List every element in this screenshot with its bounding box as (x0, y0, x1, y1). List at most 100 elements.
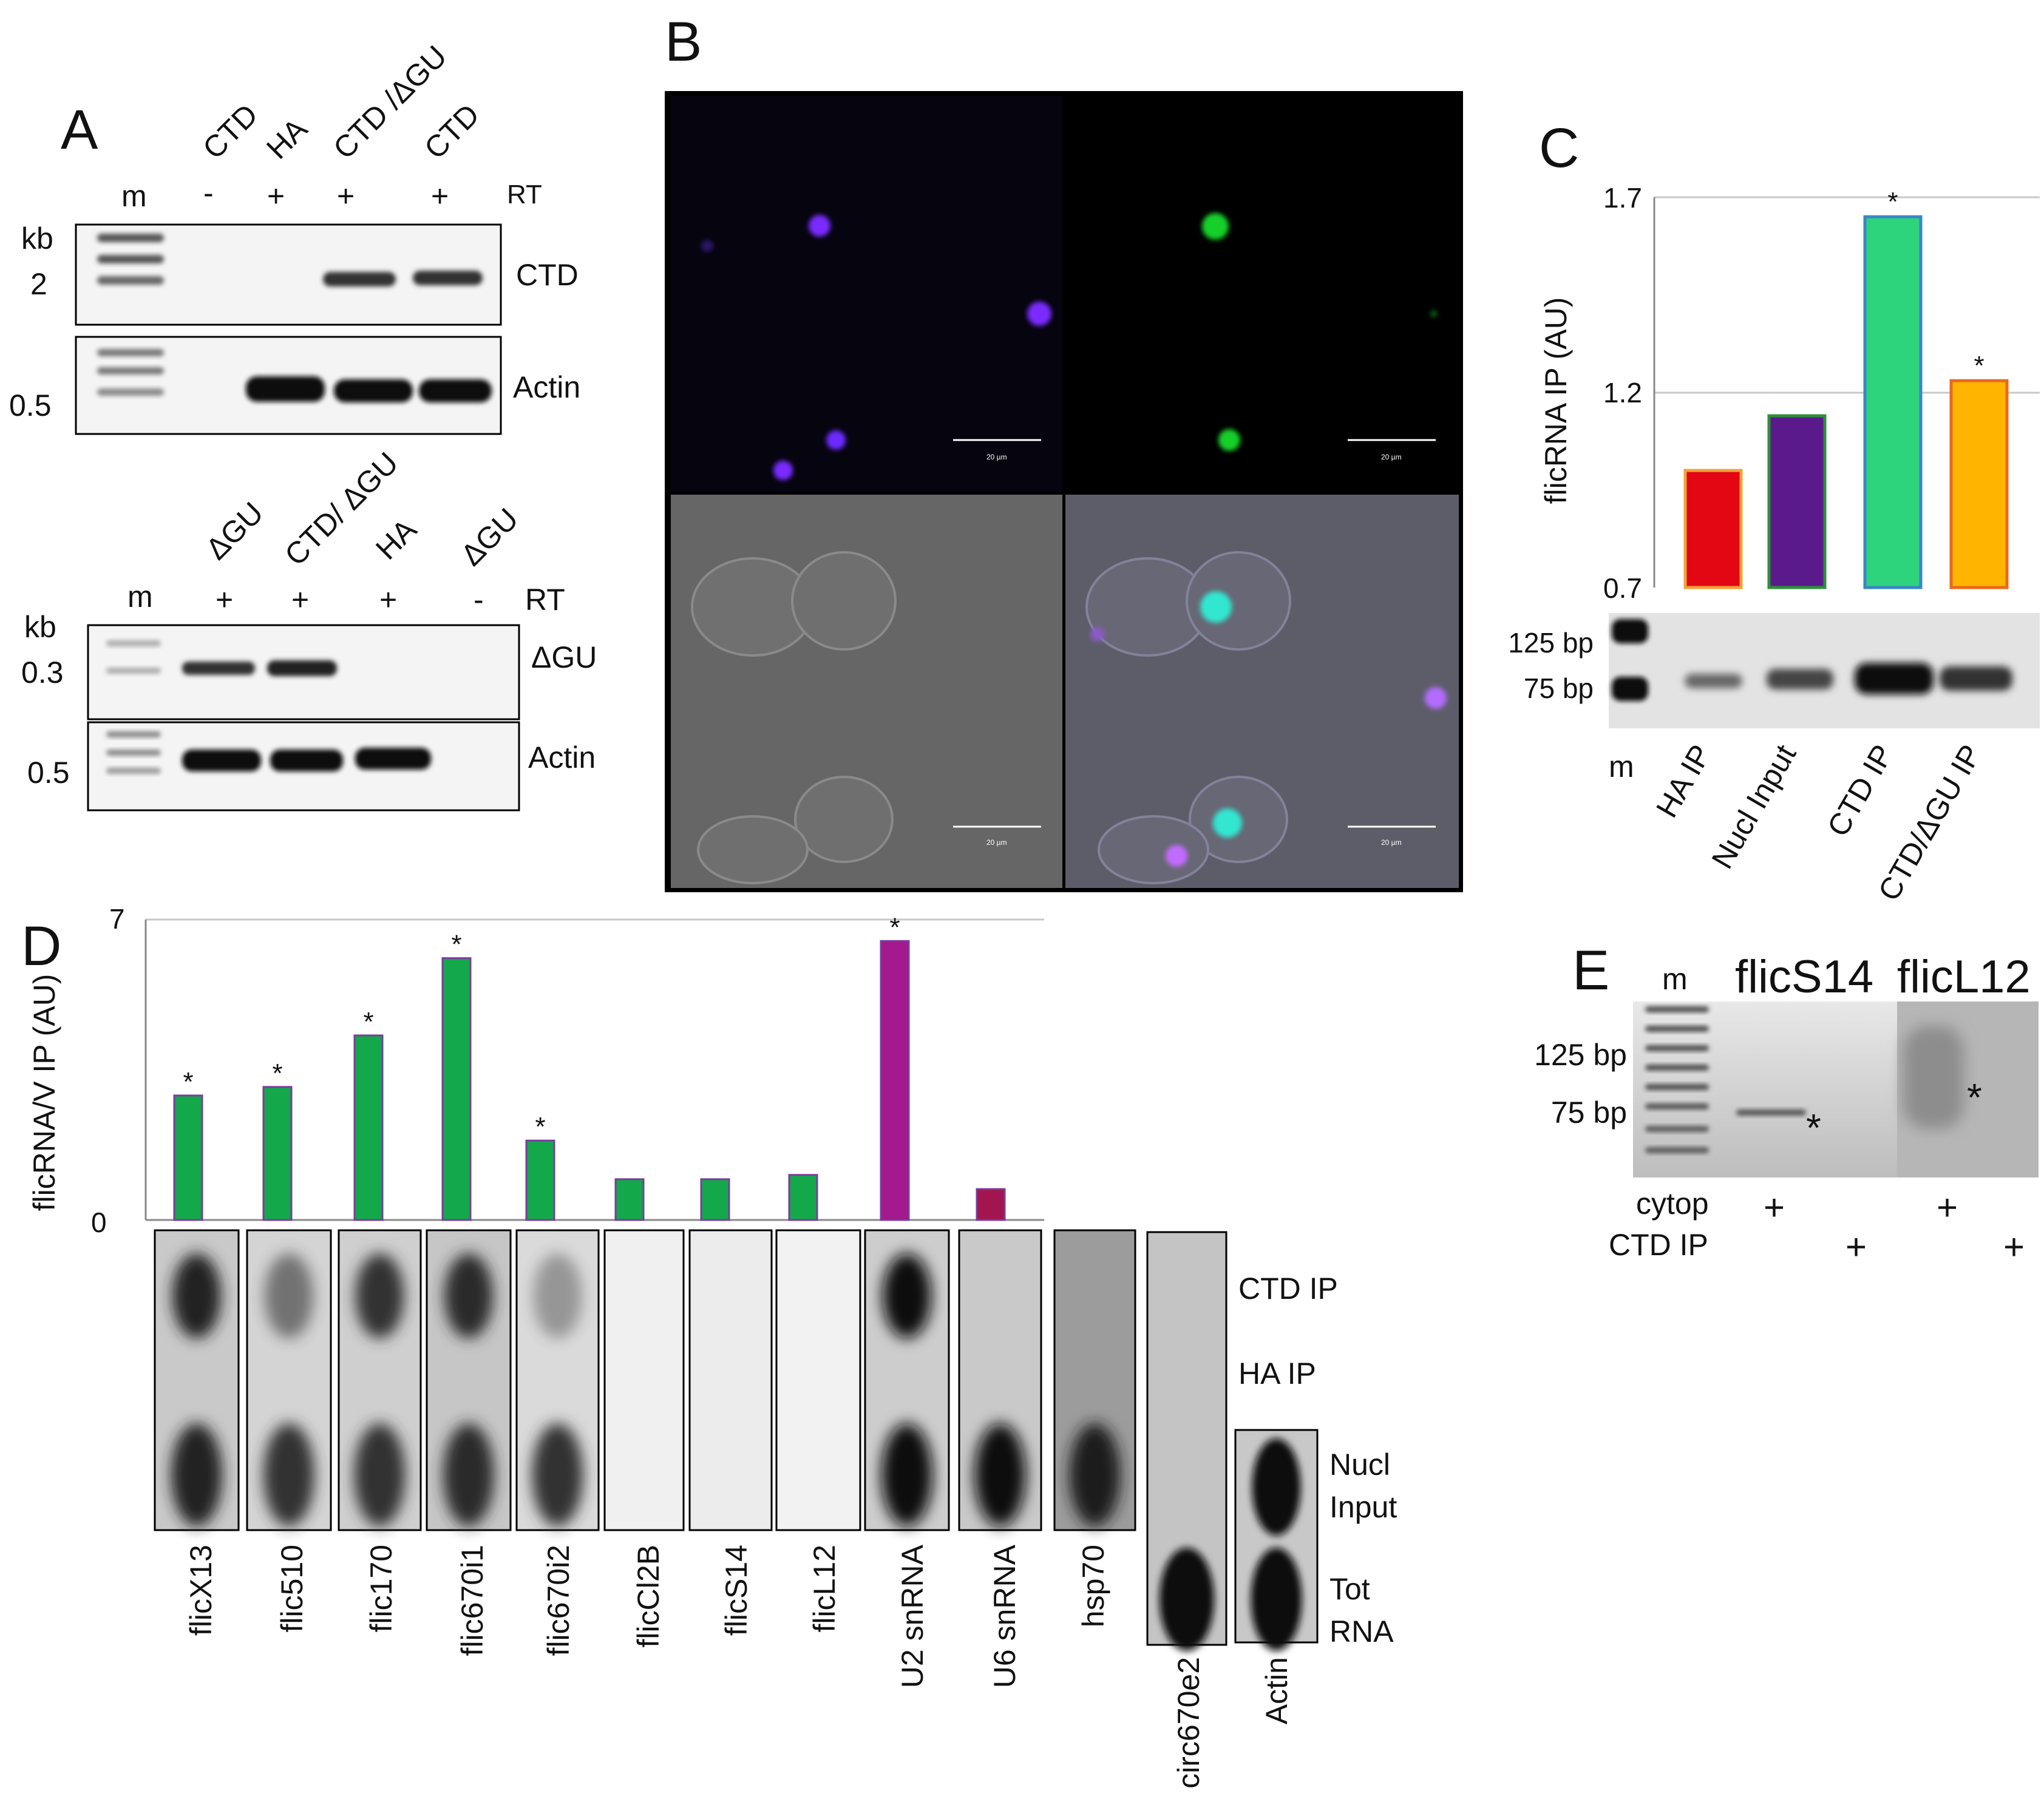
a-top-lane-ctd2: CTD (418, 98, 486, 166)
d-blot-lane-7 (775, 1229, 861, 1531)
scale-bar-2: 20 µm (1348, 439, 1436, 461)
d-row-rna: RNA (1329, 1614, 1394, 1648)
svg-text:20 µm: 20 µm (1381, 453, 1402, 461)
c-significance-3: * (1974, 351, 1984, 381)
d-blot-lane-2 (338, 1229, 422, 1531)
a-bot-rt-2: + (291, 583, 309, 617)
e-group-flics14: flicS14 (1735, 951, 1873, 1003)
d-ytick-top: 7 (109, 903, 125, 935)
e-asterisk-2: * (1967, 1076, 1982, 1119)
e-group-flicl12: flicL12 (1897, 951, 2031, 1003)
a-top-kb: kb (21, 222, 53, 256)
c-bar-1 (1767, 414, 1827, 589)
d-lane-label-2: flic170 (364, 1545, 398, 1633)
a-top-size-2: 2 (30, 267, 47, 301)
a-dgu-gel (87, 624, 520, 720)
a-bot-size-03: 0.3 (21, 656, 64, 689)
a-top-gene-label: CTD (516, 258, 579, 292)
scale-bar-1: 20 µm (953, 439, 1041, 461)
d-blot-lane-6 (688, 1229, 773, 1531)
d-lane-label-7: flicL12 (807, 1545, 841, 1633)
c-marker-m: m (1609, 750, 1634, 784)
scale-bar-4: 20 µm (1348, 825, 1436, 847)
scale-bar-3: 20 µm (953, 825, 1041, 847)
c-bar-3 (1949, 379, 2009, 589)
panel-a-letter: A (61, 99, 98, 161)
a-top-lane-ctd: CTD (196, 98, 264, 166)
d-blot-lane-3 (426, 1229, 512, 1531)
d-blot-lane-4 (515, 1229, 600, 1531)
panel-c-letter: C (1539, 117, 1579, 179)
d-significance-4: * (535, 1112, 545, 1142)
d-row-nucl: Nucl (1329, 1448, 1390, 1482)
d-significance-8: * (889, 912, 900, 942)
e-plus-4: + (2003, 1227, 2025, 1267)
c-bar-0 (1683, 469, 1743, 589)
d-bar-6 (700, 1178, 730, 1221)
d-blot-lane-12 (1234, 1429, 1319, 1651)
c-xlabel-0: HA IP (1649, 739, 1717, 824)
panel-c: C flicRNA IP (AU) 1.7 1.2 0.7 ** 125 bp … (1508, 117, 2040, 906)
d-blot-lane-9 (958, 1229, 1042, 1531)
d-row-tot: Tot (1329, 1572, 1370, 1606)
a-bot-kb: kb (24, 610, 56, 644)
c-ytick-bottom: 0.7 (1603, 572, 1642, 604)
a-bot-actin-label: Actin (528, 740, 596, 774)
d-significance-3: * (451, 930, 461, 960)
c-y-axis-label: flicRNA IP (AU) (1539, 297, 1573, 504)
a-top-actin-label: Actin (513, 370, 580, 404)
d-lane-label-0: flicX13 (184, 1545, 218, 1636)
e-plus-2: + (1845, 1227, 1867, 1267)
c-significance-2: * (1887, 187, 1898, 217)
d-lane-label-6: flicS14 (719, 1545, 753, 1636)
panel-e-letter: E (1572, 940, 1609, 1001)
d-lane-label-8: U2 snRNA (895, 1544, 929, 1688)
c-size-125: 125 bp (1508, 627, 1594, 659)
d-y-axis-label: flicRNA/V IP (AU) (27, 974, 61, 1211)
micrograph-dapi (671, 96, 1062, 492)
d-bar-4 (525, 1139, 555, 1221)
e-marker-m: m (1662, 962, 1688, 996)
a-actin-gel-bottom (87, 721, 520, 811)
panel-e: E m flicS14 flicL12 * * 125 bp 75 bp cyt… (1534, 940, 2039, 1267)
e-gel (1633, 1001, 2039, 1177)
a-bot-size-05: 0.5 (27, 756, 70, 790)
svg-text:20 µm: 20 µm (1381, 838, 1402, 847)
a-top-rt-4: + (431, 179, 449, 213)
e-plus-1: + (1764, 1187, 1785, 1228)
d-lane-label-4: flic670i2 (542, 1545, 576, 1656)
a-top-lane-m: m (121, 179, 147, 213)
a-bot-gene-label: ΔGU (531, 640, 597, 674)
d-row-input: Input (1329, 1490, 1397, 1524)
d-blot-lane-8 (864, 1229, 950, 1531)
c-ytick-mid: 1.2 (1603, 377, 1642, 408)
d-row-ctd-ip: CTD IP (1238, 1272, 1338, 1306)
a-bot-lane-ha: HA (369, 512, 423, 566)
a-top-size-05: 0.5 (9, 388, 52, 422)
svg-text:20 µm: 20 µm (986, 453, 1007, 461)
a-top-rt-label: RT (507, 180, 542, 209)
c-bar-2 (1863, 215, 1923, 589)
panel-d-letter: D (21, 915, 61, 977)
a-top-lane-ha: HA (260, 112, 314, 166)
a-bot-rt-4: - (474, 583, 484, 617)
d-blots: flicX13 flic510 flic170 flic670i1 flic670i2 f… (154, 1229, 1319, 1789)
e-row-cytop: cytop (1636, 1187, 1709, 1221)
d-significance-2: * (363, 1007, 373, 1037)
a-top-rt-3: + (337, 179, 355, 213)
panel-b: B 20 µm (665, 11, 1463, 892)
panel-b-letter: B (665, 11, 702, 73)
e-asterisk-1: * (1806, 1106, 1821, 1150)
a-ctd-gel (75, 223, 502, 326)
d-blot-lane-1 (246, 1229, 332, 1531)
a-bot-rt-1: + (216, 583, 233, 617)
d-lane-label-9: U6 snRNA (988, 1544, 1022, 1688)
a-actin-gel-top (75, 336, 502, 435)
d-lane-label-11: circ670e2 (1172, 1657, 1206, 1789)
c-ytick-top: 1.7 (1603, 182, 1642, 214)
panel-a: A m CTD HA CTD /ΔGU CTD - + + + RT kb 2 … (9, 39, 597, 811)
c-xlabel-1: Nucl Input (1705, 739, 1802, 874)
a-bot-lane-dgu2: ΔGU (454, 502, 525, 572)
micrograph-gfp (1065, 96, 1459, 492)
